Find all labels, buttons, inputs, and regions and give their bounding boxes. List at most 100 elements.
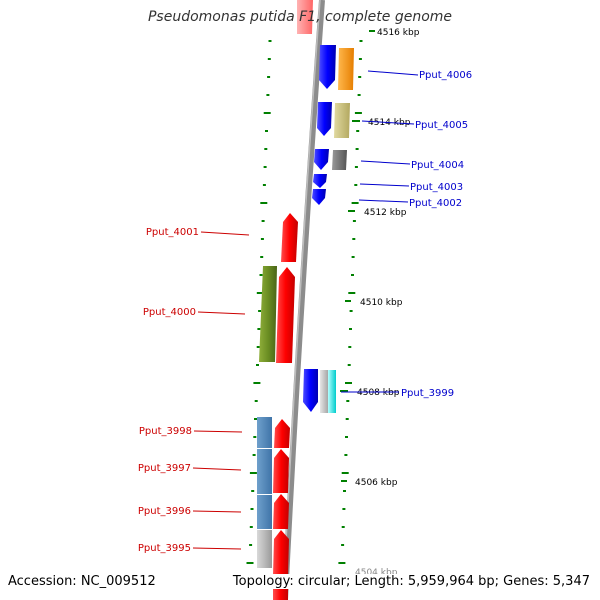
outer-tick-mark [338, 562, 346, 564]
label-pput-4004[interactable]: Pput_4004 [411, 160, 464, 171]
leader-line [360, 160, 411, 165]
inner-tick-mark [268, 40, 272, 42]
gene-top-red[interactable] [297, 0, 313, 34]
outer-tick-mark [354, 112, 362, 114]
gene-pput-4005[interactable] [317, 102, 332, 136]
gene-steel-1[interactable] [257, 417, 272, 448]
inner-tick-mark [249, 526, 253, 528]
gene-pput-4000[interactable] [276, 267, 295, 363]
label-pput-4002[interactable]: Pput_4002 [409, 198, 462, 209]
inner-tick-mark [254, 400, 258, 402]
scale-label-4508: 4508 kbp [357, 388, 400, 398]
forward-gene-labels: Pput_4006 Pput_4005 Pput_4004 Pput_4003 … [341, 70, 472, 399]
inner-tick-mark [264, 148, 268, 150]
inner-tick-mark [266, 94, 270, 96]
gene-pput-3999[interactable] [303, 369, 318, 412]
scale-tick [348, 210, 355, 212]
label-pput-4005[interactable]: Pput_4005 [415, 120, 468, 131]
inner-tick-mark [262, 184, 266, 186]
gene-pput-4006[interactable] [319, 45, 336, 89]
outer-tick-mark [357, 94, 361, 96]
label-pput-4003[interactable]: Pput_4003 [410, 182, 463, 193]
inner-tick-mark [256, 292, 264, 294]
gene-pput-4002[interactable] [312, 189, 326, 205]
scale-label-4506: 4506 kbp [355, 478, 398, 488]
inner-tick-mark [253, 436, 257, 438]
inner-tick-mark [256, 346, 260, 348]
leader-line [358, 199, 409, 203]
gene-pput-3998[interactable] [274, 419, 290, 448]
label-pput-3995[interactable]: Pput_3995 [138, 543, 191, 554]
scale-label-4510: 4510 kbp [360, 298, 403, 308]
label-pput-3997[interactable]: Pput_3997 [138, 463, 191, 474]
label-pput-3999[interactable]: Pput_3999 [401, 388, 454, 399]
outer-tick-mark [351, 274, 354, 276]
outer-tick-mark [358, 76, 362, 78]
label-pput-4006[interactable]: Pput_4006 [419, 70, 472, 81]
outer-tick-mark [348, 346, 352, 348]
gene-steel-3[interactable] [257, 495, 272, 529]
gene-gray[interactable] [332, 150, 347, 170]
outer-tick-mark [341, 472, 349, 474]
gene-pput-4003[interactable] [313, 174, 327, 188]
inner-tick-mark [252, 454, 256, 456]
inner-tick-mark [249, 472, 257, 474]
scale-tick [340, 390, 348, 392]
inner-tick-track [246, 40, 272, 564]
genome-summary: Topology: circular; Length: 5,959,964 bp… [232, 574, 590, 589]
outer-tick-mark [343, 490, 346, 492]
inner-tick-mark [260, 202, 268, 204]
gene-lightgray[interactable] [257, 530, 272, 568]
leader-line [192, 467, 242, 471]
gene-olive[interactable] [259, 266, 277, 362]
reverse-gene-labels: Pput_4001 Pput_4000 Pput_3998 Pput_3997 … [138, 227, 250, 554]
leader-line [197, 311, 246, 315]
scale-label-4512: 4512 kbp [364, 208, 407, 218]
inner-tick-mark [261, 220, 265, 222]
inner-tick-mark [254, 418, 257, 420]
label-pput-4001[interactable]: Pput_4001 [146, 227, 199, 238]
leader-line [200, 231, 250, 236]
outer-tick-mark [352, 238, 356, 240]
gene-pput-3995[interactable] [273, 530, 289, 575]
inner-tick-mark [258, 310, 262, 312]
forward-genes [303, 45, 354, 413]
leader-line [193, 430, 243, 433]
outer-tick-mark [351, 256, 355, 258]
outer-tick-mark [345, 418, 349, 420]
gene-pput-3996[interactable] [273, 494, 289, 529]
outer-tick-mark [349, 328, 352, 330]
outer-tick-mark [358, 58, 362, 60]
leader-line [192, 510, 242, 513]
label-pput-3996[interactable]: Pput_3996 [138, 506, 191, 517]
gene-pput-4001[interactable] [281, 213, 298, 262]
outer-tick-mark [352, 220, 356, 222]
gene-orange[interactable] [338, 48, 354, 90]
outer-tick-mark [345, 382, 352, 384]
gene-pput-4004[interactable] [314, 149, 329, 170]
inner-tick-mark [265, 130, 268, 132]
outer-tick-mark [354, 166, 358, 168]
outer-tick-mark [341, 544, 345, 546]
inner-tick-mark [260, 256, 264, 258]
outer-tick-mark [341, 526, 345, 528]
gene-cyan[interactable] [328, 370, 336, 413]
leader-line [361, 120, 415, 125]
scale-label-4504: 4504 kbp [355, 568, 398, 578]
inner-tick-mark [267, 76, 271, 78]
leader-line [192, 547, 242, 550]
inner-tick-mark [263, 166, 267, 168]
gene-khaki[interactable] [334, 103, 350, 138]
outer-tick-mark [359, 40, 363, 42]
label-pput-4000[interactable]: Pput_4000 [143, 307, 196, 318]
gene-steel-2[interactable] [257, 449, 272, 494]
label-pput-3998[interactable]: Pput_3998 [139, 426, 192, 437]
inner-tick-mark [267, 58, 271, 60]
gene-silver[interactable] [320, 370, 328, 413]
outer-tick-mark [342, 508, 346, 510]
scale-tick [352, 120, 360, 122]
gene-pput-3997[interactable] [273, 449, 289, 493]
reverse-genes [257, 0, 313, 600]
scale-label-4516: 4516 kbp [377, 28, 420, 38]
